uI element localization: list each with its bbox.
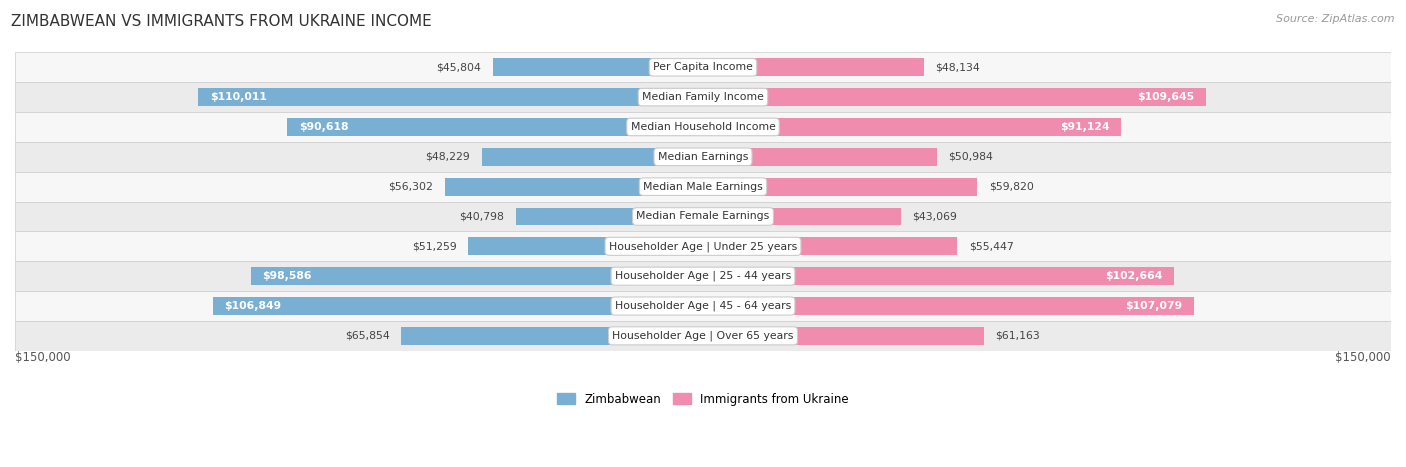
Text: $55,447: $55,447: [969, 241, 1014, 251]
Text: $150,000: $150,000: [15, 351, 70, 364]
Bar: [15, 261, 1391, 291]
Bar: [703, 118, 1121, 136]
Text: Median Female Earnings: Median Female Earnings: [637, 212, 769, 221]
Text: Householder Age | Under 25 years: Householder Age | Under 25 years: [609, 241, 797, 252]
Bar: [401, 327, 703, 345]
Text: $102,664: $102,664: [1105, 271, 1163, 281]
Bar: [15, 321, 1391, 351]
Bar: [703, 177, 977, 196]
Text: $91,124: $91,124: [1060, 122, 1109, 132]
Bar: [703, 148, 936, 166]
Bar: [250, 267, 703, 285]
Text: $51,259: $51,259: [412, 241, 457, 251]
Text: $106,849: $106,849: [225, 301, 281, 311]
Text: $65,854: $65,854: [344, 331, 389, 341]
Text: $61,163: $61,163: [995, 331, 1040, 341]
Text: $110,011: $110,011: [209, 92, 267, 102]
Bar: [703, 267, 1174, 285]
Text: $48,134: $48,134: [935, 62, 980, 72]
Bar: [703, 327, 984, 345]
Text: ZIMBABWEAN VS IMMIGRANTS FROM UKRAINE INCOME: ZIMBABWEAN VS IMMIGRANTS FROM UKRAINE IN…: [11, 14, 432, 29]
Text: $59,820: $59,820: [988, 182, 1033, 191]
Text: $90,618: $90,618: [299, 122, 349, 132]
Bar: [287, 118, 703, 136]
Bar: [15, 82, 1391, 112]
Bar: [15, 52, 1391, 82]
Bar: [703, 88, 1206, 106]
Text: $56,302: $56,302: [388, 182, 433, 191]
Bar: [15, 291, 1391, 321]
Bar: [198, 88, 703, 106]
Text: Median Male Earnings: Median Male Earnings: [643, 182, 763, 191]
Text: $150,000: $150,000: [1336, 351, 1391, 364]
Text: Source: ZipAtlas.com: Source: ZipAtlas.com: [1277, 14, 1395, 24]
Text: $98,586: $98,586: [263, 271, 312, 281]
Text: Householder Age | 25 - 44 years: Householder Age | 25 - 44 years: [614, 271, 792, 282]
Legend: Zimbabwean, Immigrants from Ukraine: Zimbabwean, Immigrants from Ukraine: [553, 388, 853, 410]
Text: Median Earnings: Median Earnings: [658, 152, 748, 162]
Text: $45,804: $45,804: [437, 62, 481, 72]
Bar: [15, 202, 1391, 232]
Bar: [15, 112, 1391, 142]
Bar: [468, 237, 703, 255]
Bar: [703, 297, 1194, 315]
Text: $50,984: $50,984: [948, 152, 993, 162]
Bar: [494, 58, 703, 76]
Text: Householder Age | Over 65 years: Householder Age | Over 65 years: [612, 331, 794, 341]
Bar: [703, 237, 957, 255]
Text: $43,069: $43,069: [912, 212, 957, 221]
Bar: [482, 148, 703, 166]
Text: Median Family Income: Median Family Income: [643, 92, 763, 102]
Bar: [15, 142, 1391, 172]
Text: $109,645: $109,645: [1137, 92, 1195, 102]
Bar: [516, 207, 703, 226]
Bar: [444, 177, 703, 196]
Bar: [703, 207, 901, 226]
Bar: [15, 172, 1391, 202]
Bar: [212, 297, 703, 315]
Text: Householder Age | 45 - 64 years: Householder Age | 45 - 64 years: [614, 301, 792, 311]
Bar: [15, 232, 1391, 261]
Text: Median Household Income: Median Household Income: [630, 122, 776, 132]
Text: $107,079: $107,079: [1126, 301, 1182, 311]
Text: $48,229: $48,229: [426, 152, 471, 162]
Text: Per Capita Income: Per Capita Income: [652, 62, 754, 72]
Text: $40,798: $40,798: [460, 212, 505, 221]
Bar: [703, 58, 924, 76]
